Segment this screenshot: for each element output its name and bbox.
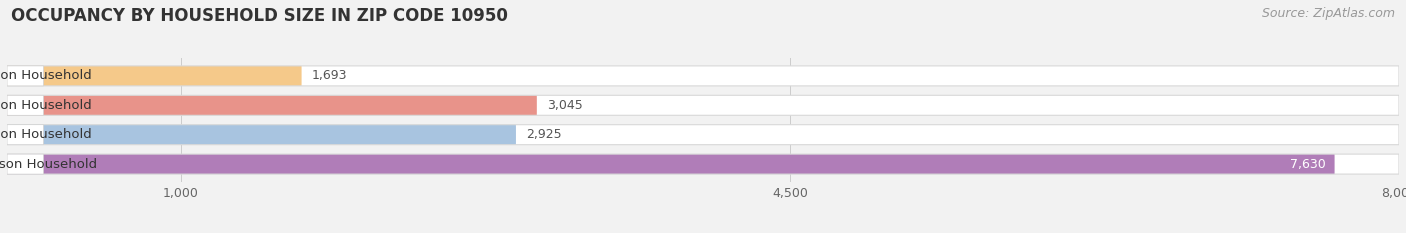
FancyBboxPatch shape — [7, 95, 44, 115]
FancyBboxPatch shape — [7, 95, 1399, 115]
FancyBboxPatch shape — [7, 125, 44, 145]
Text: 1-Person Household: 1-Person Household — [0, 69, 91, 82]
Text: 2-Person Household: 2-Person Household — [0, 99, 91, 112]
FancyBboxPatch shape — [7, 66, 302, 86]
FancyBboxPatch shape — [7, 154, 1399, 174]
FancyBboxPatch shape — [7, 95, 537, 115]
FancyBboxPatch shape — [7, 154, 1334, 174]
Text: Source: ZipAtlas.com: Source: ZipAtlas.com — [1261, 7, 1395, 20]
Text: OCCUPANCY BY HOUSEHOLD SIZE IN ZIP CODE 10950: OCCUPANCY BY HOUSEHOLD SIZE IN ZIP CODE … — [11, 7, 508, 25]
FancyBboxPatch shape — [7, 66, 1399, 86]
Text: 1,693: 1,693 — [312, 69, 347, 82]
FancyBboxPatch shape — [7, 125, 1399, 145]
Text: 3-Person Household: 3-Person Household — [0, 128, 91, 141]
FancyBboxPatch shape — [7, 154, 44, 174]
FancyBboxPatch shape — [7, 66, 44, 86]
Text: 7,630: 7,630 — [1291, 158, 1326, 171]
Text: 4+ Person Household: 4+ Person Household — [0, 158, 97, 171]
FancyBboxPatch shape — [7, 125, 516, 145]
Text: 2,925: 2,925 — [526, 128, 562, 141]
Text: 3,045: 3,045 — [547, 99, 583, 112]
